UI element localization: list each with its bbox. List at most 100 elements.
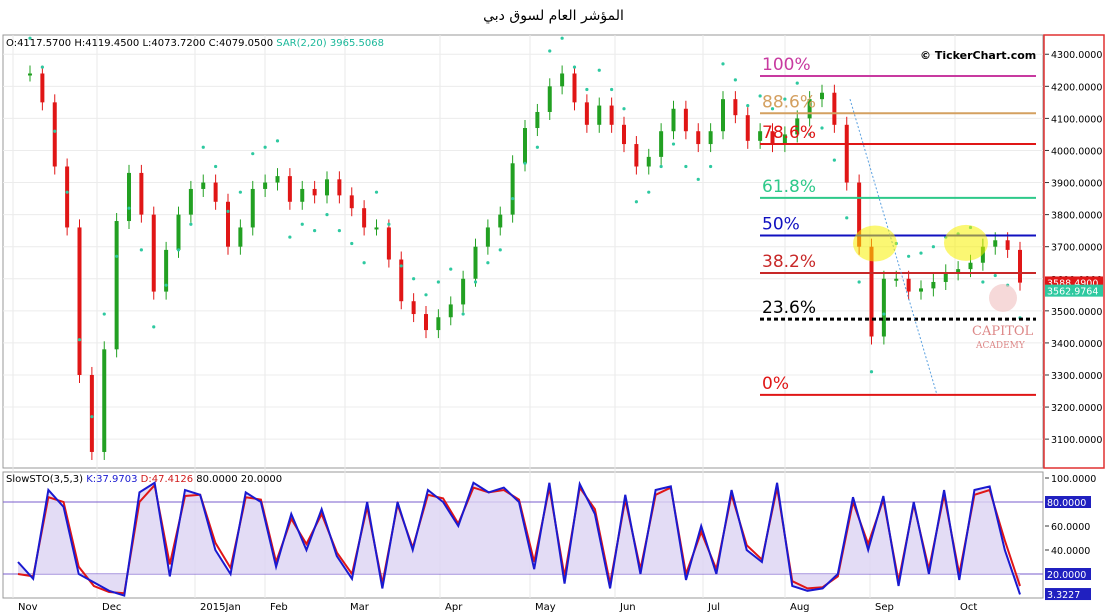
sar-dot — [597, 68, 601, 72]
candle-body — [807, 99, 812, 119]
candle-body — [263, 182, 268, 189]
ohlc-values: O:4117.5700 H:4119.4500 L:4073.7200 C:40… — [6, 38, 274, 49]
sar-dot — [857, 280, 861, 284]
sto-k-line — [17, 480, 1021, 597]
fib-level-label: 50% — [762, 214, 800, 234]
trendline — [849, 99, 938, 396]
watermark-text: ACADEMY — [975, 341, 1026, 351]
stochastic-levels: 80.0000 20.0000 — [196, 474, 283, 485]
sar-dot — [288, 235, 292, 239]
sar-dot — [424, 293, 428, 297]
candle-body — [250, 188, 255, 228]
sar-dot — [634, 200, 638, 204]
sar-dot — [709, 164, 713, 169]
candle-body — [201, 182, 206, 189]
candle-body — [708, 131, 713, 145]
sar-dot — [585, 87, 589, 92]
sto-tick-label: 100.0000 — [1051, 474, 1096, 485]
sar-dot — [412, 277, 416, 281]
candle-body — [275, 176, 280, 183]
sar-dot — [313, 229, 317, 233]
sar-dot — [832, 158, 836, 162]
candle-body — [584, 102, 589, 125]
price-tick-label: 3700.0000 — [1051, 243, 1102, 254]
candle-body — [733, 99, 738, 116]
sto-value-tag-label: 3.3227 — [1047, 590, 1080, 601]
sar-dot — [461, 312, 465, 316]
sto-value-tag — [1045, 588, 1091, 601]
candle-body — [547, 86, 552, 112]
sar-dot — [869, 370, 874, 374]
price-tick-label: 3500.0000 — [1051, 307, 1102, 318]
sar-dot — [214, 164, 218, 169]
stochastic-readout: SlowSTO(3,5,3) K:37.9703 D:47.4126 80.00… — [6, 474, 282, 485]
sar-dot — [40, 65, 44, 69]
candle-body — [993, 240, 998, 247]
candle-body — [857, 182, 862, 247]
sar-dot — [337, 229, 341, 233]
candle-body — [1005, 240, 1010, 250]
sar-dot — [251, 152, 255, 156]
sar-dot — [808, 132, 812, 137]
candle-body — [782, 134, 787, 145]
fib-level-label: 23.6% — [762, 298, 816, 318]
x-tick-label: Mar — [350, 602, 370, 613]
candle-body — [770, 131, 775, 145]
sar-dot — [238, 190, 242, 194]
candle-body — [349, 195, 354, 209]
sar-dot — [362, 261, 366, 265]
candle-body — [894, 278, 899, 281]
candle-body — [213, 182, 218, 202]
chart-title: المؤشر العام لسوق دبي — [483, 8, 624, 24]
price-tick-label: 3300.0000 — [1051, 371, 1102, 382]
candle-body — [696, 131, 701, 145]
candle-body — [980, 246, 985, 263]
sar-dot — [919, 251, 923, 255]
sar-dot — [387, 222, 391, 226]
candle-body — [461, 278, 466, 305]
sar-dot — [275, 139, 280, 143]
candle-body — [671, 108, 676, 132]
sto-value-tag-label: 20.0000 — [1047, 570, 1086, 581]
sar-dot — [350, 241, 354, 246]
fib-level-label: 88.6% — [762, 92, 816, 112]
candle-body — [498, 214, 503, 228]
sar-dot — [127, 206, 131, 210]
sar-dot — [845, 216, 849, 220]
candle-body — [622, 124, 626, 145]
sar-dot — [684, 164, 688, 169]
sar-dot — [783, 97, 787, 101]
candle-body — [65, 166, 70, 228]
sar-dot — [449, 267, 453, 271]
sar-dot — [795, 81, 799, 85]
sar-dot — [548, 49, 552, 53]
candle-body — [844, 124, 849, 183]
sar-dot — [981, 280, 985, 284]
sto-value-tag — [1045, 496, 1091, 508]
candle-body — [795, 118, 800, 135]
fib-level-label: 0% — [762, 374, 789, 394]
sar-dot — [189, 222, 193, 226]
fib-level-label: 38.2% — [762, 252, 816, 272]
x-tick-label: Feb — [270, 602, 288, 613]
sar-dot — [486, 261, 490, 265]
candle-body — [473, 246, 478, 279]
candle-body — [188, 188, 193, 215]
candle-body — [931, 281, 936, 289]
candle-body — [411, 301, 416, 315]
stochastic-d: D:47.4126 — [140, 474, 194, 485]
fib-level-label: 61.8% — [762, 177, 816, 197]
x-tick-label: May — [535, 602, 556, 613]
highlight-circle — [944, 224, 988, 261]
x-tick-label: Sep — [875, 602, 894, 613]
sar-dot — [436, 280, 440, 284]
candle-body — [287, 176, 292, 202]
candle-body — [906, 278, 911, 292]
candle-body — [523, 128, 527, 164]
price-axis-frame — [1043, 34, 1105, 469]
stochastic-name: SlowSTO(3,5,3) — [6, 474, 83, 485]
sar-dot — [758, 94, 762, 98]
candle-body — [114, 221, 119, 350]
sar-dot — [325, 213, 329, 217]
